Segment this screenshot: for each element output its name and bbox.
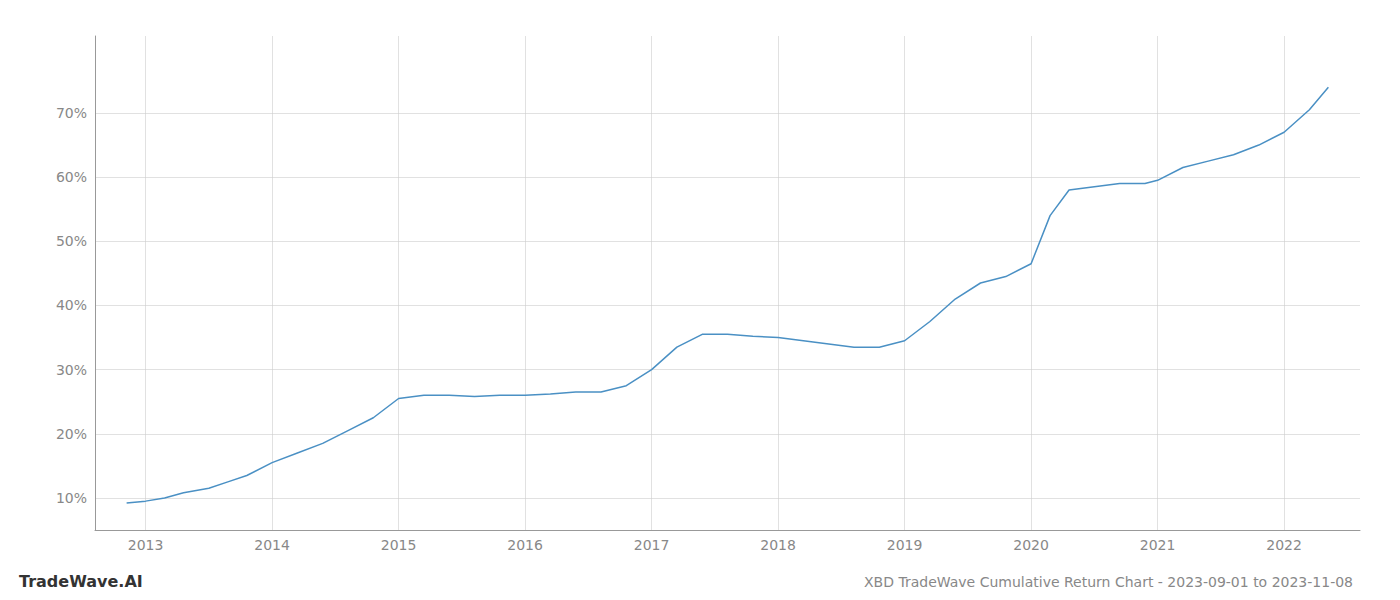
svg-text:50%: 50% <box>56 233 87 249</box>
svg-text:30%: 30% <box>56 362 87 378</box>
svg-text:2019: 2019 <box>887 537 923 553</box>
svg-text:2013: 2013 <box>128 537 164 553</box>
svg-text:40%: 40% <box>56 297 87 313</box>
svg-text:TradeWave.AI: TradeWave.AI <box>19 572 143 591</box>
svg-text:2016: 2016 <box>507 537 543 553</box>
svg-text:2020: 2020 <box>1013 537 1049 553</box>
svg-text:2014: 2014 <box>254 537 290 553</box>
svg-text:60%: 60% <box>56 169 87 185</box>
svg-text:2021: 2021 <box>1140 537 1176 553</box>
svg-text:2017: 2017 <box>634 537 670 553</box>
svg-text:2018: 2018 <box>760 537 796 553</box>
svg-text:2015: 2015 <box>381 537 417 553</box>
svg-text:XBD TradeWave Cumulative Retur: XBD TradeWave Cumulative Return Chart - … <box>864 574 1353 590</box>
svg-text:10%: 10% <box>56 490 87 506</box>
svg-text:70%: 70% <box>56 105 87 121</box>
svg-text:2022: 2022 <box>1266 537 1302 553</box>
svg-text:20%: 20% <box>56 426 87 442</box>
